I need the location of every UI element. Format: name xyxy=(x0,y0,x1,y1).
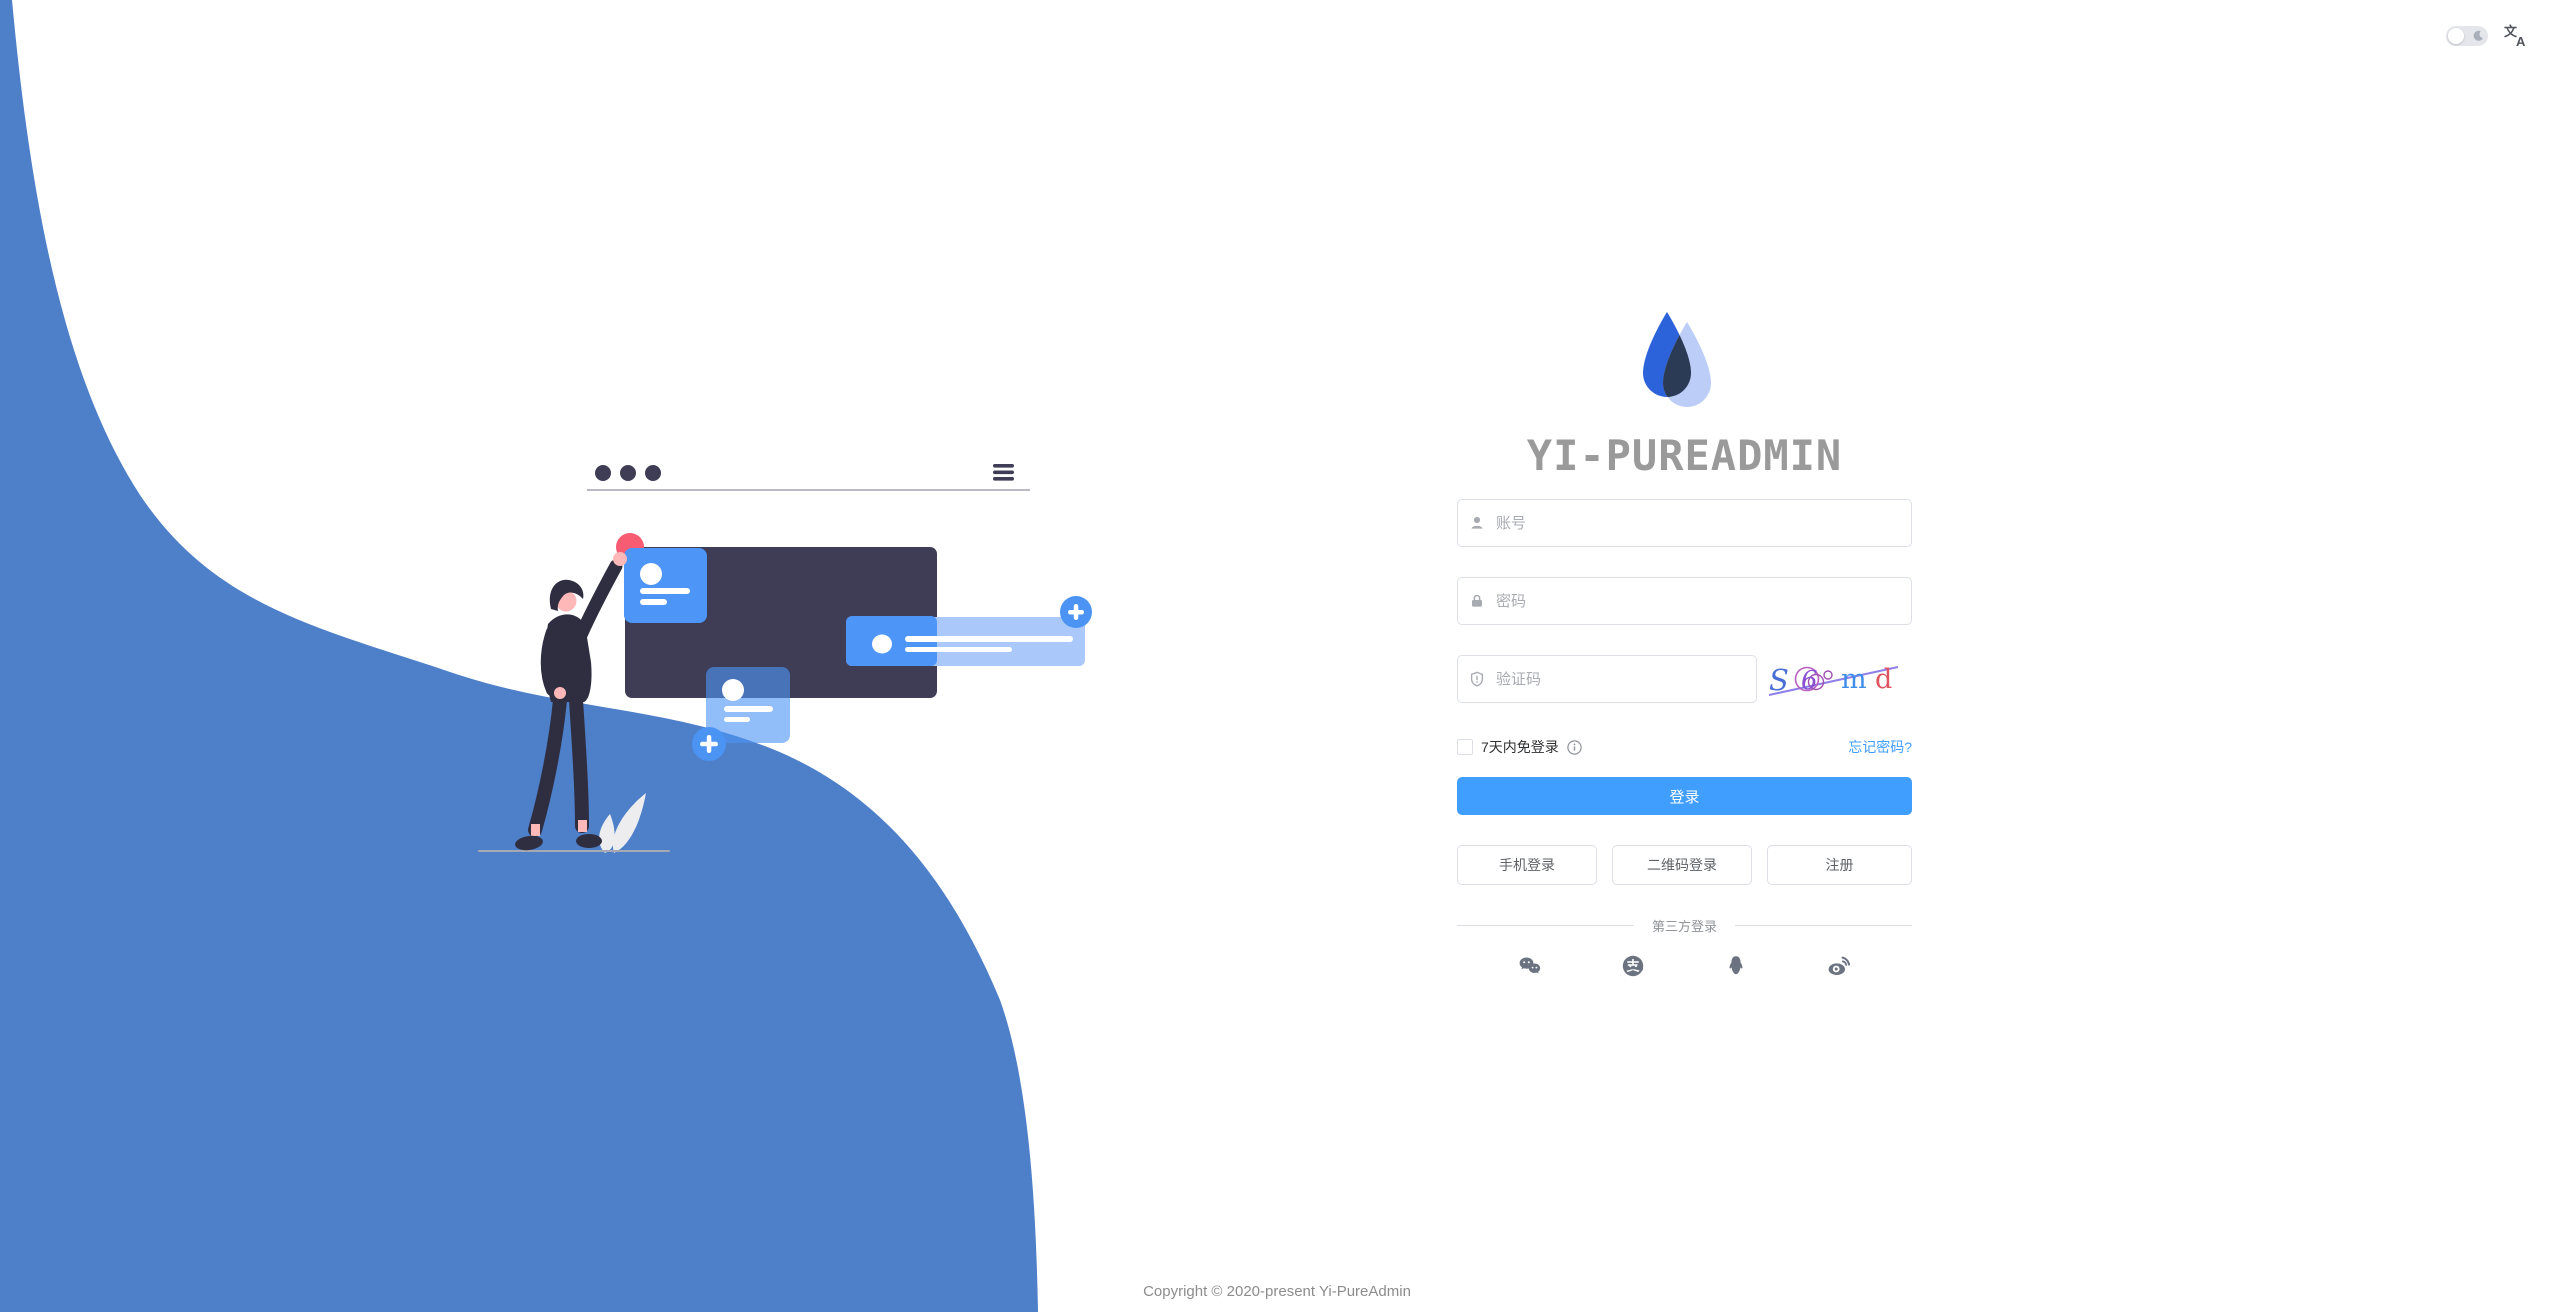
password-input[interactable] xyxy=(1457,577,1912,625)
qq-icon[interactable] xyxy=(1723,953,1749,979)
browser-dot xyxy=(595,465,611,481)
forgot-password-link[interactable]: 忘记密码? xyxy=(1848,739,1912,755)
person-head xyxy=(555,590,577,612)
svg-text:A: A xyxy=(2516,34,2526,48)
account-field-wrap xyxy=(1457,499,1912,547)
captcha-input[interactable] xyxy=(1457,655,1757,703)
info-icon xyxy=(1567,739,1582,755)
alipay-icon[interactable]: 支 xyxy=(1620,953,1646,979)
page-title: YI-PUREADMIN xyxy=(1526,431,1843,480)
remember-checkbox[interactable] xyxy=(1457,739,1473,755)
panel-group xyxy=(616,533,1092,761)
browser-dot xyxy=(645,465,661,481)
social-login-row: 支 xyxy=(1457,953,1912,979)
toggle-knob xyxy=(2448,28,2464,44)
dark-mode-toggle[interactable] xyxy=(2446,26,2488,46)
svg-text:文: 文 xyxy=(2504,24,2518,39)
copyright-text: Copyright © 2020-present Yi-PureAdmin xyxy=(1143,1283,1411,1300)
password-field-wrap xyxy=(1457,577,1912,625)
register-button[interactable]: 注册 xyxy=(1767,845,1912,885)
menu-icon xyxy=(993,464,1014,481)
captcha-image[interactable]: S 6 m d xyxy=(1765,658,1902,700)
login-panel: YI-PUREADMIN xyxy=(1457,310,1913,979)
browser-dot xyxy=(620,465,636,481)
leaf-plant xyxy=(599,793,646,853)
captcha-row: S 6 m d xyxy=(1457,655,1912,703)
account-input[interactable] xyxy=(1457,499,1912,547)
ground-line xyxy=(478,850,670,852)
top-controls: 文 A xyxy=(2446,24,2528,48)
browser-bar-line xyxy=(587,489,1030,491)
svg-text:6: 6 xyxy=(1801,666,1818,696)
notification-banner xyxy=(846,616,1085,666)
login-button[interactable]: 登录 xyxy=(1457,777,1912,815)
divider-line xyxy=(1735,924,1913,926)
remember-checkbox-row[interactable]: 7天内免登录 xyxy=(1457,737,1582,757)
hero-illustration xyxy=(478,464,1092,853)
avatar-card xyxy=(624,548,707,623)
login-form: S 6 m d 7天内免登录 xyxy=(1457,499,1913,979)
person-hand xyxy=(554,687,566,699)
captcha-field-wrap xyxy=(1457,655,1757,703)
person-figure xyxy=(515,552,627,851)
wechat-icon[interactable] xyxy=(1517,953,1543,979)
dark-panel xyxy=(625,547,937,698)
person-hand xyxy=(613,552,627,566)
phone-login-button[interactable]: 手机登录 xyxy=(1457,845,1597,885)
options-row: 7天内免登录 忘记密码? xyxy=(1457,736,1912,758)
alt-login-row: 手机登录 二维码登录 注册 xyxy=(1457,845,1912,885)
moon-icon xyxy=(2473,30,2483,41)
svg-text:支: 支 xyxy=(1625,959,1640,974)
browser-bar xyxy=(587,464,1030,491)
divider-label: 第三方登录 xyxy=(1652,918,1718,934)
avatar-card-translucent xyxy=(706,667,790,743)
qrcode-login-button[interactable]: 二维码登录 xyxy=(1612,845,1752,885)
water-drop-logo xyxy=(1642,312,1711,407)
third-party-divider: 第三方登录 xyxy=(1457,915,1913,935)
plus-icon xyxy=(1060,596,1092,628)
weibo-icon[interactable] xyxy=(1826,953,1852,979)
svg-text:d: d xyxy=(1875,664,1892,695)
plus-icon xyxy=(692,727,726,761)
svg-text:m: m xyxy=(1841,664,1867,695)
svg-text:S: S xyxy=(1769,663,1789,697)
red-badge xyxy=(616,533,644,561)
divider-line xyxy=(1457,924,1634,926)
remember-label: 7天内免登录 xyxy=(1481,739,1559,755)
translate-icon[interactable]: 文 A xyxy=(2504,24,2528,48)
person-hair xyxy=(549,579,584,611)
